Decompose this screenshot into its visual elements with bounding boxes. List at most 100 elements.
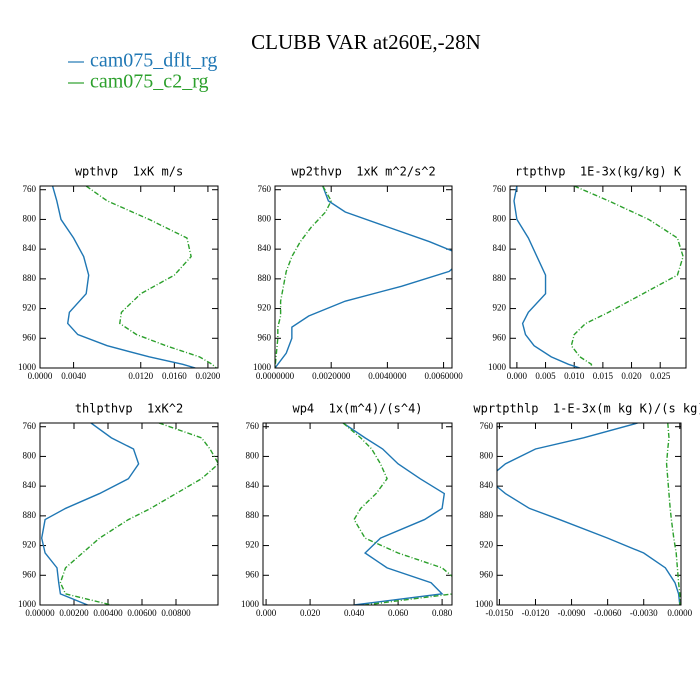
plot-frame [39,422,219,606]
y-tick-label: 920 [246,540,260,550]
x-tick-label: 0.0000000 [256,371,295,381]
x-tick-label: 0.00800 [161,608,191,618]
y-tick-label: 840 [246,480,260,490]
y-tick-label: 800 [258,213,272,223]
x-tick-label: -0.0120 [522,608,550,618]
y-tick-label: 760 [23,184,37,194]
x-tick-label: 0.010 [564,371,585,381]
y-tick-label: 800 [246,450,260,460]
y-tick-label: 920 [23,303,37,313]
y-tick-label: 800 [493,213,507,223]
x-tick-label: 0.0060000 [424,371,463,381]
x-tick-label: 0.0160 [162,371,187,381]
y-tick-label: 960 [493,332,507,342]
panel-title: thlpthvp 1xK^2 [75,402,183,416]
y-tick-label: 880 [23,273,37,283]
x-tick-label: -0.0090 [558,608,586,618]
panel-title: wprtpthlp 1-E-3x(m kg K)/(s kg) [473,402,700,416]
x-tick-label: 0.0020000 [312,371,351,381]
legend-label: cam075_dflt_rg [90,50,217,72]
plot-frame [262,422,453,606]
x-tick-label: -0.0150 [486,608,514,618]
plot-frame [509,185,687,369]
y-tick-label: 880 [23,510,37,520]
y-tick-label: 1000 [241,599,260,609]
y-tick-label: 760 [246,421,260,431]
series-line [275,186,332,368]
series-line [665,423,681,605]
y-tick-label: 840 [258,243,272,253]
y-tick-label: 920 [258,303,272,313]
x-tick-label: 0.0000 [667,608,692,618]
plot-frame [39,185,219,369]
y-tick-label: 760 [493,184,507,194]
figure-title: CLUBB VAR at260E,-28N [251,30,481,54]
x-tick-label: -0.0060 [594,608,622,618]
series-line [513,186,581,368]
series-line [51,186,196,368]
y-tick-label: 800 [23,450,37,460]
series-line [85,186,217,368]
y-tick-label: 880 [246,510,260,520]
y-tick-label: 960 [480,569,494,579]
x-tick-label: 0.000 [507,371,528,381]
y-tick-label: 1000 [475,599,494,609]
y-tick-label: 840 [493,243,507,253]
x-tick-label: 0.0120 [128,371,153,381]
y-tick-label: 960 [246,569,260,579]
x-tick-label: 0.0040 [61,371,86,381]
x-tick-label: 0.020 [621,371,642,381]
x-tick-label: 0.0200 [196,371,221,381]
y-tick-label: 760 [23,421,37,431]
y-tick-label: 880 [480,510,494,520]
y-tick-label: 800 [23,213,37,223]
plot-frame [274,185,453,369]
series-line [40,423,140,605]
y-tick-label: 880 [493,273,507,283]
series-line [275,186,452,368]
y-tick-label: 920 [480,540,494,550]
x-tick-label: 0.020 [300,608,321,618]
y-tick-label: 880 [258,273,272,283]
y-tick-label: 960 [23,332,37,342]
y-tick-label: 800 [480,450,494,460]
x-tick-label: 0.0000 [28,371,53,381]
x-tick-label: 0.000 [256,608,277,618]
x-tick-label: 0.005 [535,371,556,381]
x-tick-label: 0.025 [650,371,671,381]
y-tick-label: 920 [493,303,507,313]
y-tick-label: 840 [23,480,37,490]
x-tick-label: 0.00400 [93,608,123,618]
panel-title: rtpthvp 1E-3x(kg/kg) K [515,165,682,179]
x-tick-label: 0.015 [593,371,614,381]
x-tick-label: 0.0040000 [368,371,407,381]
y-tick-label: 960 [258,332,272,342]
y-tick-label: 960 [23,569,37,579]
x-tick-label: 0.060 [388,608,409,618]
legend-label: cam075_c2_rg [90,71,209,93]
panel-title: wp2thvp 1xK m^2/s^2 [291,165,436,179]
x-tick-label: 0.00200 [59,608,89,618]
y-tick-label: 760 [258,184,272,194]
panel-title: wp4 1x(m^4)/(s^4) [292,402,422,416]
series-line [59,423,218,605]
series-line [497,423,681,605]
x-tick-label: 0.080 [432,608,453,618]
y-tick-label: 840 [23,243,37,253]
y-tick-label: 1000 [18,362,37,372]
y-tick-label: 1000 [488,362,507,372]
series-line [342,423,452,605]
y-tick-label: 920 [23,540,37,550]
y-tick-label: 760 [480,421,494,431]
x-tick-label: -0.0030 [630,608,658,618]
plot-frame [496,422,682,606]
y-tick-label: 840 [480,480,494,490]
x-tick-label: 0.00000 [25,608,55,618]
series-line [342,423,446,605]
series-line [570,186,684,368]
y-tick-label: 1000 [18,599,37,609]
y-tick-label: 1000 [253,362,272,372]
x-tick-label: 0.00600 [127,608,157,618]
x-tick-label: 0.040 [344,608,365,618]
